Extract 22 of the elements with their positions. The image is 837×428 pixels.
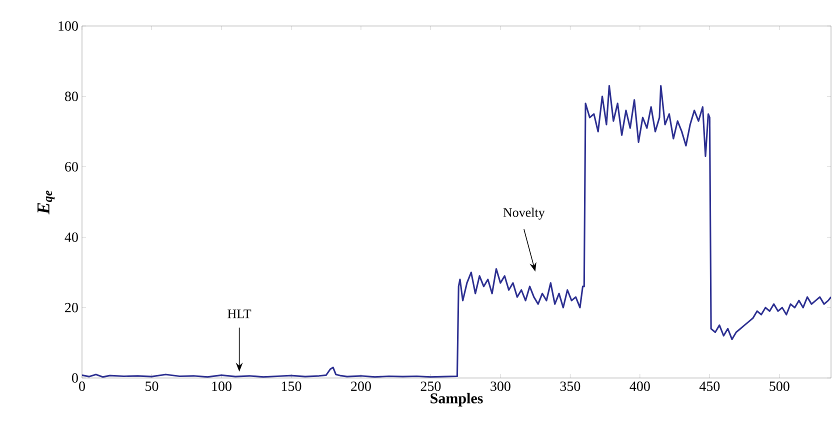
y-axis-title: E$_{qe}$ <box>38 190 55 214</box>
x-tick-label: 0 <box>79 382 85 391</box>
line-series <box>82 85 832 378</box>
x-axis-title: Samples <box>430 392 483 406</box>
x-tick-label: 450 <box>699 382 720 391</box>
y-tick-label: 80 <box>65 92 78 102</box>
y-tick-label: 100 <box>58 21 78 31</box>
x-tick-label: 350 <box>560 382 580 391</box>
annotation: HLT <box>228 310 252 318</box>
x-tick-label: 250 <box>420 382 441 391</box>
x-tick-label: 400 <box>630 382 650 391</box>
x-tick-label: 200 <box>351 382 371 391</box>
x-tick-label: 100 <box>212 382 232 391</box>
y-tick-label: 20 <box>65 302 78 312</box>
annotation: Novelty <box>503 208 545 220</box>
x-tick-label: 150 <box>282 382 302 391</box>
x-tick-label: 300 <box>490 382 510 391</box>
y-tick-label: 60 <box>65 162 78 172</box>
x-tick-label: 50 <box>146 382 158 391</box>
y-tick-label: 40 <box>64 232 78 242</box>
x-tick-label: 500 <box>770 382 790 391</box>
y-tick-label: 0 <box>72 373 78 383</box>
